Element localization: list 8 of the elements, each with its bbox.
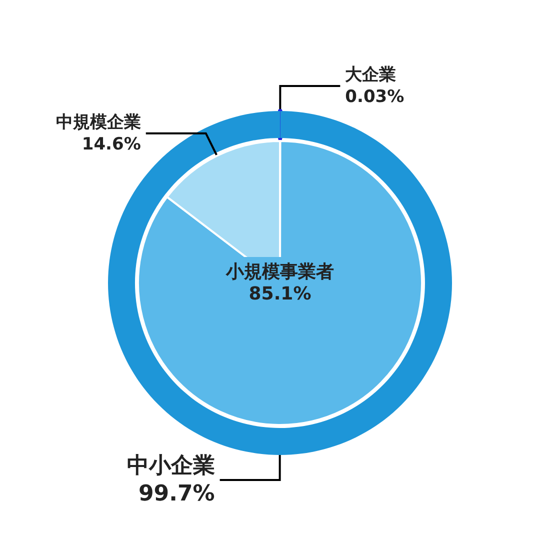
- slice-label: 中規模企業: [56, 112, 141, 132]
- data-label: 14.6%: [82, 134, 141, 154]
- slice-label: 大企業: [345, 65, 396, 85]
- slice-label: 小規模事業者: [225, 262, 334, 282]
- data-label: 85.1%: [248, 284, 312, 304]
- data-label: 99.7%: [138, 482, 215, 506]
- slice-label: 中小企業: [126, 454, 215, 478]
- data-label: 0.03%: [345, 87, 404, 107]
